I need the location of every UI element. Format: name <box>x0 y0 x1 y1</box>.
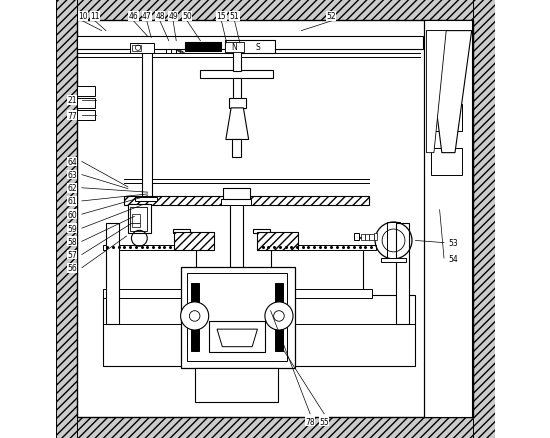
Bar <box>174 232 214 251</box>
Bar <box>106 223 119 324</box>
Text: 10: 10 <box>78 12 87 21</box>
Polygon shape <box>226 109 249 140</box>
Bar <box>56 0 76 438</box>
Text: 52: 52 <box>326 12 336 21</box>
Bar <box>431 149 463 175</box>
Bar <box>230 204 243 311</box>
Text: 78: 78 <box>305 417 315 426</box>
Bar <box>223 188 250 199</box>
Bar <box>128 205 151 233</box>
Bar <box>132 223 140 228</box>
Bar <box>103 245 206 251</box>
Bar <box>222 199 251 206</box>
Bar <box>253 230 270 233</box>
Bar <box>78 99 95 109</box>
Bar <box>229 99 246 109</box>
Text: 63: 63 <box>67 171 77 180</box>
Bar <box>124 196 370 206</box>
Text: 58: 58 <box>67 237 77 246</box>
Text: 62: 62 <box>67 184 77 193</box>
Bar <box>374 233 377 241</box>
Bar <box>233 140 241 158</box>
Bar <box>361 235 365 240</box>
Bar <box>209 321 265 353</box>
Circle shape <box>180 302 208 330</box>
Bar <box>233 79 241 101</box>
Bar <box>103 296 415 366</box>
Bar <box>396 223 409 324</box>
Bar <box>257 232 298 251</box>
Bar <box>78 111 95 120</box>
Bar <box>103 289 206 298</box>
Text: 53: 53 <box>448 239 458 247</box>
Bar <box>275 283 283 351</box>
Bar <box>173 230 190 233</box>
Bar <box>431 105 463 131</box>
Bar <box>257 245 376 251</box>
Bar <box>78 87 95 96</box>
Text: 55: 55 <box>320 417 329 426</box>
Text: 50: 50 <box>183 12 192 21</box>
Bar <box>187 274 287 361</box>
Bar <box>132 215 140 223</box>
Bar <box>130 44 155 53</box>
Text: 11: 11 <box>90 12 100 21</box>
Bar <box>133 46 141 52</box>
Text: 21: 21 <box>68 96 77 105</box>
Text: 59: 59 <box>67 224 77 233</box>
Polygon shape <box>426 32 472 153</box>
Bar <box>474 0 494 438</box>
Bar <box>387 222 400 259</box>
Bar <box>233 50 241 72</box>
Bar <box>431 61 463 88</box>
Bar <box>141 50 152 199</box>
Text: 48: 48 <box>155 12 165 21</box>
Bar <box>200 71 273 79</box>
Text: 60: 60 <box>67 210 77 219</box>
Text: 47: 47 <box>142 12 152 21</box>
Text: 56: 56 <box>67 264 77 272</box>
Text: S: S <box>256 43 261 52</box>
Bar <box>424 21 472 417</box>
Text: 77: 77 <box>67 112 77 120</box>
Bar <box>262 289 372 298</box>
Bar <box>195 368 278 402</box>
Text: 46: 46 <box>129 12 139 21</box>
Bar <box>224 41 275 53</box>
Text: 57: 57 <box>67 251 77 259</box>
Text: 64: 64 <box>67 158 77 166</box>
Text: 49: 49 <box>168 12 178 21</box>
Bar <box>185 43 221 52</box>
Bar <box>180 267 295 368</box>
Bar <box>191 283 199 351</box>
Polygon shape <box>217 329 257 347</box>
Bar <box>354 233 359 241</box>
Circle shape <box>265 302 293 330</box>
Bar <box>381 258 406 263</box>
Bar <box>135 197 157 201</box>
Bar <box>365 235 370 240</box>
Bar <box>226 43 244 53</box>
Polygon shape <box>426 32 446 153</box>
Bar <box>56 417 494 438</box>
Bar <box>76 37 424 50</box>
Text: 15: 15 <box>217 12 226 21</box>
Text: 54: 54 <box>448 254 458 263</box>
Bar <box>370 235 374 240</box>
Text: N: N <box>232 43 238 52</box>
Bar <box>130 207 147 231</box>
Bar <box>56 0 494 21</box>
Text: 51: 51 <box>230 12 239 21</box>
Text: 61: 61 <box>67 197 77 206</box>
